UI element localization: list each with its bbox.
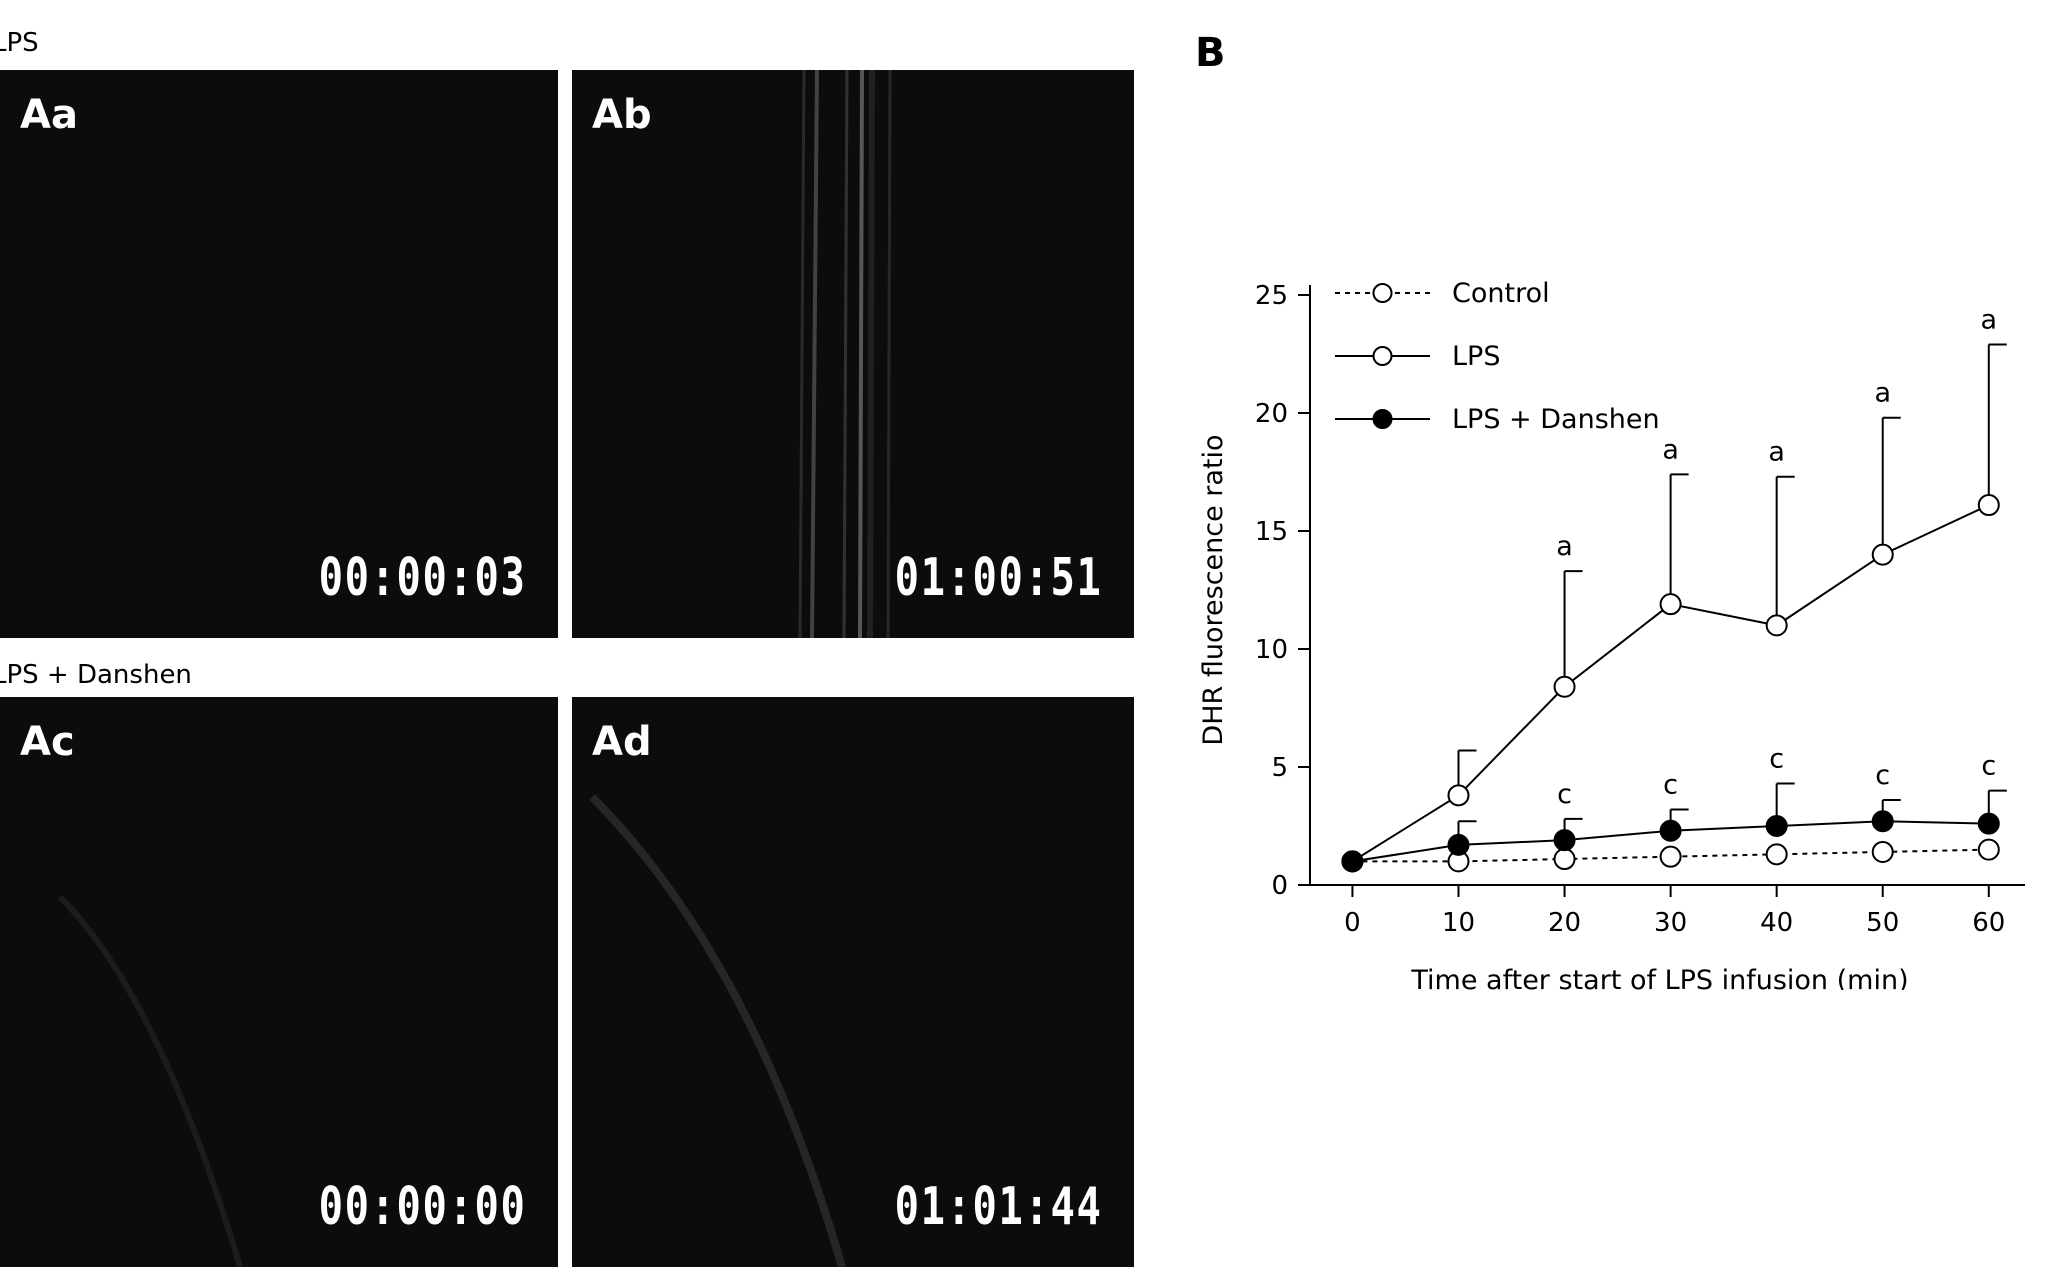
data-point	[1553, 829, 1576, 852]
y-tick-label: 5	[1271, 753, 1288, 783]
data-point	[1659, 845, 1682, 868]
y-axis-label: DHR fluorescence ratio	[1198, 434, 1229, 745]
panel-label-ab: Ab	[592, 92, 652, 138]
timestamp-ad: 01:01:44	[894, 1177, 1102, 1237]
timestamp-ab: 01:00:51	[894, 548, 1102, 608]
legend-marker	[1372, 283, 1393, 303]
panel-label-b: B	[1195, 30, 1226, 76]
data-point	[1659, 593, 1682, 616]
line-chart: 0 5 10 15 20 25 0 10 20 30 40 50 60 Time after start …	[1198, 278, 2025, 990]
panel-label-ad: Ad	[592, 719, 652, 765]
y-tick-label: 25	[1255, 281, 1288, 311]
y-tick-label: 10	[1255, 635, 1288, 665]
image-panel-ad: Ad 01:01:44	[572, 697, 1134, 1267]
data-point	[1553, 848, 1576, 871]
data-point	[1765, 843, 1788, 866]
y-tick-label: 20	[1255, 399, 1288, 429]
significance-label: c	[1875, 760, 1890, 791]
y-tick-label: 15	[1255, 517, 1288, 547]
image-panel-ab: Ab 01:00:51	[572, 70, 1134, 638]
x-tick-label: 50	[1866, 908, 1899, 938]
significance-label: c	[1981, 751, 1996, 782]
x-tick-label: 10	[1442, 908, 1475, 938]
x-tick-label: 0	[1344, 908, 1361, 938]
data-point	[1765, 815, 1788, 837]
x-tick-label: 20	[1548, 908, 1581, 938]
data-point	[1341, 850, 1364, 873]
data-point	[1765, 614, 1788, 637]
vessel-edge	[57, 894, 243, 1267]
data-point	[1447, 784, 1470, 807]
panel-label-aa: Aa	[20, 92, 78, 138]
panel-label-ac: Ac	[20, 719, 75, 765]
significance-label: a	[1874, 378, 1891, 409]
data-point	[1447, 833, 1470, 856]
legend-marker	[1372, 409, 1393, 429]
vessel-streaks	[798, 70, 892, 638]
data-point	[1871, 543, 1894, 566]
x-axis-label: Time after start of LPS infusion (min)	[1410, 965, 1908, 990]
significance-label: a	[1662, 434, 1679, 465]
timestamp-ac: 00:00:00	[318, 1177, 526, 1237]
image-panel-ac: Ac 00:00:00	[0, 697, 558, 1267]
data-point	[1977, 812, 2000, 835]
vessel-edge	[589, 794, 846, 1267]
significance-label: c	[1769, 744, 1784, 775]
significance-label: c	[1663, 769, 1678, 800]
data-point	[1977, 838, 2000, 861]
image-panel-aa: Aa 00:00:03	[0, 70, 558, 638]
data-point	[1659, 819, 1682, 842]
timestamp-aa: 00:00:03	[318, 548, 526, 608]
significance-label: a	[1768, 437, 1785, 468]
group-label-lps: LPS	[0, 28, 39, 58]
legend-label: LPS + Danshen	[1452, 404, 1660, 435]
legend-label: Control	[1452, 278, 1550, 309]
data-point	[1977, 494, 2000, 517]
significance-label: a	[1556, 531, 1573, 562]
legend-label: LPS	[1452, 341, 1500, 372]
significance-label: a	[1981, 305, 1998, 336]
data-point	[1553, 675, 1576, 698]
x-tick-label: 40	[1760, 908, 1793, 938]
data-point	[1871, 840, 1894, 863]
y-tick-label: 0	[1271, 871, 1288, 901]
x-tick-label: 30	[1654, 908, 1687, 938]
group-label-lps-danshen: LPS + Danshen	[0, 660, 192, 690]
legend-marker	[1372, 346, 1393, 366]
data-point	[1871, 810, 1894, 833]
significance-label: c	[1557, 779, 1572, 810]
x-tick-label: 60	[1972, 908, 2005, 938]
